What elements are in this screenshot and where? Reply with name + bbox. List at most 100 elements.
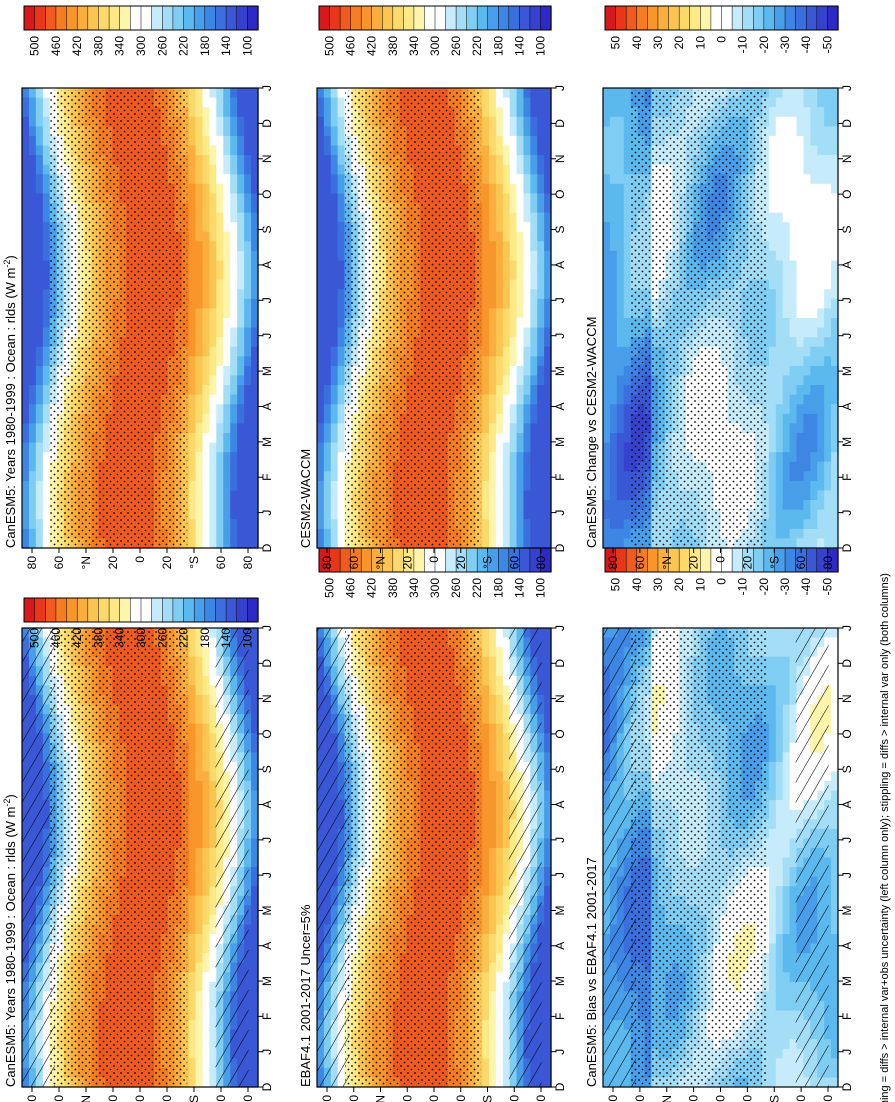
heatmap-cell — [544, 723, 552, 734]
colorbar-swatch — [172, 597, 185, 623]
heatmap-cell — [544, 1048, 552, 1059]
heatmap-cell — [768, 1048, 777, 1059]
lat-tick-label: 20 — [454, 1095, 468, 1102]
heatmap-cell — [502, 1048, 511, 1059]
heatmap-cell — [782, 953, 791, 964]
heatmap-cell — [209, 1020, 217, 1031]
heatmap-cell — [195, 828, 204, 839]
lat-tick-label: °S — [481, 1095, 495, 1102]
heatmap-cell — [482, 666, 490, 677]
heatmap-cell — [195, 742, 204, 753]
lat-tick-label: 80 — [25, 1095, 39, 1102]
heatmap-cell — [202, 934, 211, 945]
heatmap-cell — [251, 666, 259, 677]
heatmap-cell — [775, 800, 784, 811]
heatmap-cell — [775, 924, 784, 935]
heatmap-cell — [251, 876, 259, 887]
heatmap-cell — [489, 934, 497, 945]
heatmap-cell — [489, 714, 497, 725]
heatmap-cell — [202, 876, 211, 887]
heatmap-cell — [482, 800, 490, 811]
stippling-overlay — [50, 630, 188, 1085]
heatmap-cell — [782, 914, 791, 926]
lat-tick-label: °N — [79, 1095, 93, 1102]
heatmap-cell — [251, 809, 259, 820]
heatmap-cell — [195, 972, 204, 983]
heatmap-cell — [789, 934, 798, 945]
chart-panel-3: 80 60 °N 20 0 20 °S 60 80DJFMAMJJASONDJCanESM5: … — [584, 547, 854, 1102]
heatmap-cell — [482, 1077, 490, 1088]
heatmap-cell — [482, 1000, 490, 1012]
heatmap-cell — [775, 819, 784, 830]
heatmap-cell — [202, 628, 211, 639]
heatmap-cell — [782, 733, 791, 744]
heatmap-cell — [768, 809, 777, 820]
colorbar-tick-label: 260 — [155, 628, 169, 648]
heatmap-cell — [188, 733, 197, 744]
heatmap-cell — [789, 819, 798, 830]
colorbar-tick-label: 380 — [91, 628, 105, 648]
heatmap-cell — [489, 847, 497, 859]
heatmap-cell — [209, 742, 217, 753]
heatmap-cell — [775, 723, 784, 734]
heatmap-cell — [502, 876, 511, 887]
heatmap-cell — [544, 838, 552, 849]
heatmap-cell — [489, 781, 497, 792]
heatmap-cell — [209, 781, 217, 792]
heatmap-cell — [188, 675, 197, 686]
heatmap-cell — [782, 934, 791, 945]
heatmap-cell — [195, 714, 204, 725]
heatmap-cell — [775, 991, 784, 1002]
heatmap-cell — [195, 934, 204, 945]
heatmap-cell — [489, 790, 497, 801]
colorbar-tick-label: 460 — [344, 578, 358, 598]
heatmap-cell — [782, 1020, 791, 1031]
colorbar-tick-label: 220 — [470, 578, 484, 598]
heatmap-cell — [202, 924, 211, 935]
heatmap-cell — [482, 675, 490, 686]
month-tick-label: F — [260, 1013, 274, 1020]
heatmap-cell — [768, 1077, 777, 1088]
heatmap-cell — [489, 914, 497, 926]
heatmap-cell — [544, 800, 552, 811]
heatmap-cell — [775, 1039, 784, 1050]
heatmap-cell — [209, 838, 217, 849]
heatmap-cell — [789, 1029, 798, 1040]
heatmap-cell — [544, 924, 552, 935]
heatmap-cell — [789, 1067, 798, 1079]
heatmap-cell — [768, 962, 777, 973]
heatmap-cell — [789, 857, 798, 868]
heatmap-cell — [782, 1039, 791, 1050]
heatmap-cell — [775, 934, 784, 945]
heatmap-cell — [495, 714, 504, 725]
heatmap-cell — [489, 771, 497, 782]
heatmap-cell — [188, 752, 197, 763]
colorbar-tick-label: 500 — [28, 628, 42, 648]
heatmap-cell — [782, 828, 791, 839]
heatmap-cell — [482, 953, 490, 964]
heatmap-cell — [489, 867, 497, 878]
heatmap-cell — [782, 790, 791, 801]
heatmap-cell — [502, 1039, 511, 1050]
heatmap-cell — [495, 895, 504, 906]
month-tick-label: M — [260, 905, 274, 915]
heatmap-cell — [495, 771, 504, 782]
heatmap-cell — [195, 953, 204, 964]
heatmap-cell — [775, 752, 784, 763]
heatmap-cell — [782, 924, 791, 935]
heatmap-cell — [251, 972, 259, 983]
heatmap-cell — [251, 1000, 259, 1012]
heatmap-cell — [195, 876, 204, 887]
heatmap-cell — [789, 924, 798, 935]
colorbar-swatch — [215, 597, 227, 623]
heatmap-cell — [789, 742, 798, 753]
heatmap-cell — [482, 838, 490, 849]
heatmap-cell — [251, 1058, 259, 1069]
heatmap-cell — [502, 733, 511, 744]
heatmap-cell — [489, 953, 497, 964]
heatmap-cell — [789, 847, 798, 859]
heatmap-cell — [495, 838, 504, 849]
heatmap-cell — [502, 1058, 511, 1069]
heatmap-cell — [482, 1029, 490, 1040]
heatmap-cell — [251, 1039, 259, 1050]
